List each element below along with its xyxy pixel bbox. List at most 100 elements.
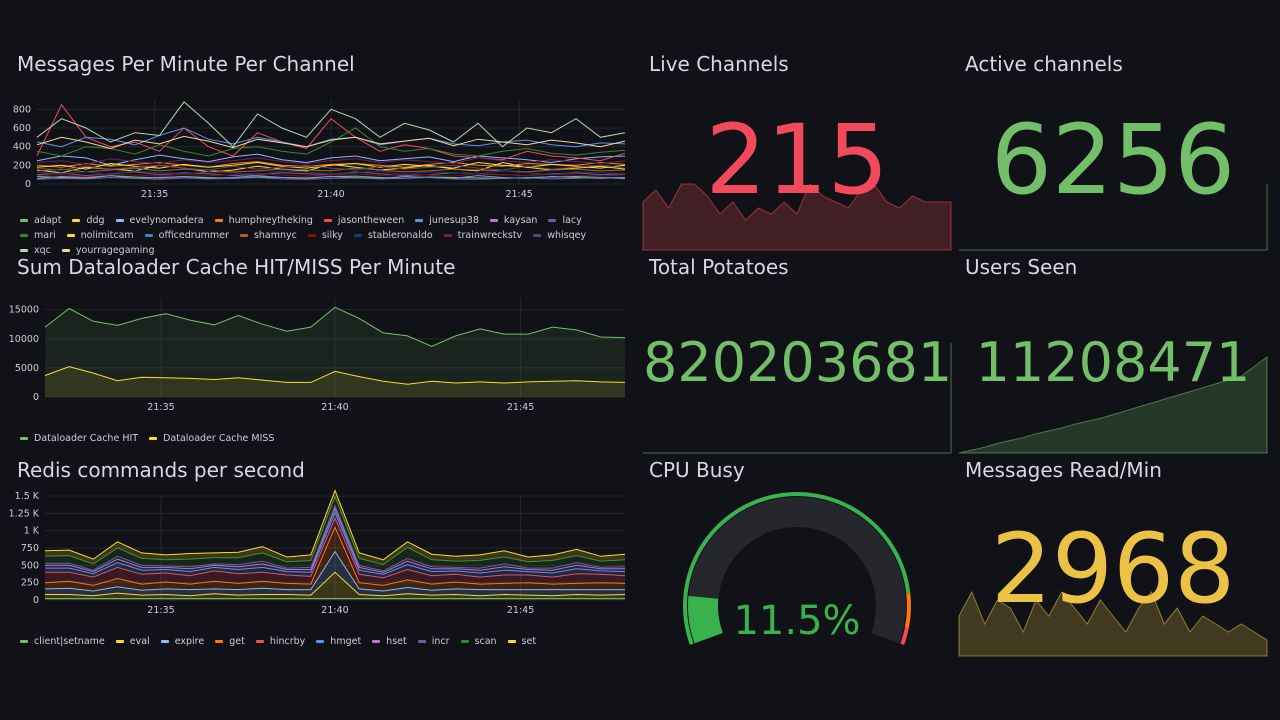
panel-title[interactable]: Live Channels bbox=[649, 52, 789, 76]
legend-item[interactable]: lacy bbox=[548, 215, 582, 226]
legend-item[interactable]: silky bbox=[307, 230, 343, 241]
redis-chart[interactable]: 0 250 500 750 1 K 1.25 K 1.5 K 21:35 21:40 21:45 bbox=[9, 488, 627, 618]
series-line-silky[interactable] bbox=[36, 172, 626, 178]
legend-item[interactable]: mari bbox=[20, 230, 56, 241]
series-line-set[interactable] bbox=[44, 489, 626, 561]
legend-item[interactable]: scan bbox=[460, 636, 497, 647]
messages-per-minute-chart[interactable]: 0 200 400 600 800 21:35 21:40 21:45 bbox=[13, 92, 627, 202]
legend-swatch bbox=[115, 640, 124, 643]
legend-swatch bbox=[160, 640, 169, 643]
series-line-jasontheween[interactable] bbox=[36, 103, 626, 162]
series-line-whisqey[interactable] bbox=[36, 164, 626, 171]
series-line-shamnyc[interactable] bbox=[36, 167, 626, 173]
panel-title[interactable]: Messages Read/Min bbox=[965, 458, 1162, 482]
legend-item[interactable]: shamnyc bbox=[239, 230, 297, 241]
legend-label: expire bbox=[174, 636, 205, 647]
y-tick-label: 1 K bbox=[24, 526, 40, 537]
legend-item[interactable]: hmget bbox=[316, 636, 361, 647]
y-tick-label: 750 bbox=[21, 543, 39, 554]
series-line-expire[interactable] bbox=[44, 550, 625, 592]
series-line-scan[interactable] bbox=[44, 495, 626, 566]
legend-label: lacy bbox=[562, 215, 582, 226]
legend-item[interactable]: client|setname bbox=[20, 636, 105, 647]
series-line-trainwreckstv[interactable] bbox=[36, 157, 626, 165]
legend-label: whisqey bbox=[547, 230, 587, 241]
series-line-incr[interactable] bbox=[45, 504, 626, 572]
panel-title[interactable]: Redis commands per second bbox=[17, 458, 305, 482]
legend-label: mari bbox=[34, 230, 56, 241]
legend-item[interactable]: get bbox=[215, 636, 245, 647]
series-line-mari[interactable] bbox=[36, 127, 626, 157]
redis-panel: Redis commands per second 0 250 500 750 1 K 1… bbox=[9, 458, 627, 653]
series-line-get[interactable] bbox=[44, 525, 626, 586]
legend-label: evelynomadera bbox=[129, 215, 204, 226]
legend-item[interactable]: kaysan bbox=[489, 215, 537, 226]
panel-title[interactable]: Total Potatoes bbox=[649, 255, 789, 279]
legend-item[interactable]: junesup38 bbox=[415, 215, 479, 226]
series-line-eval[interactable] bbox=[45, 571, 626, 597]
legend-item[interactable]: ddg bbox=[72, 215, 105, 226]
series-line-stableronaldo[interactable] bbox=[36, 170, 626, 176]
legend-swatch bbox=[239, 234, 248, 237]
series-line-dataloader-cache-miss[interactable] bbox=[44, 366, 626, 385]
legend-item[interactable]: whisqey bbox=[533, 230, 586, 241]
legend-swatch bbox=[372, 640, 381, 643]
legend-item[interactable]: yourragegaming bbox=[61, 245, 154, 256]
gauge-threshold-red bbox=[900, 627, 909, 645]
legend-item[interactable]: set bbox=[507, 636, 536, 647]
legend-item[interactable]: officedrummer bbox=[144, 230, 229, 241]
dataloader-chart[interactable]: 0 5000 10000 15000 21:35 21:40 21:45 bbox=[9, 290, 627, 415]
legend-item[interactable]: Dataloader Cache HIT bbox=[20, 433, 138, 444]
y-tick-label: 0 bbox=[33, 392, 39, 403]
series-line-yourragegaming[interactable] bbox=[36, 135, 626, 150]
legend-swatch bbox=[353, 234, 362, 237]
sparkline-area bbox=[643, 343, 952, 454]
panel-title[interactable]: Sum Dataloader Cache HIT/MISS Per Minute bbox=[17, 255, 456, 279]
legend-item[interactable]: jasontheween bbox=[323, 215, 404, 226]
legend-item[interactable]: nolimitcam bbox=[66, 230, 134, 241]
legend-item[interactable]: adapt bbox=[20, 215, 61, 226]
legend-item[interactable]: incr bbox=[417, 636, 450, 647]
sparkline-area bbox=[642, 183, 952, 251]
series-line-dataloader-cache-hit[interactable] bbox=[44, 306, 626, 347]
legend-item[interactable]: trainwreckstv bbox=[443, 230, 522, 241]
series-line-hset[interactable] bbox=[45, 507, 625, 573]
legend-label: scan bbox=[474, 636, 497, 647]
series-line-junesup38[interactable] bbox=[36, 127, 626, 148]
legend-item[interactable]: xqc bbox=[20, 245, 51, 256]
legend-item[interactable]: eval bbox=[115, 636, 150, 647]
active-channels-panel: Active channels 6256 bbox=[959, 52, 1268, 251]
legend-item[interactable]: humphreytheking bbox=[214, 215, 313, 226]
gauge-track bbox=[688, 497, 906, 644]
legend-label: hset bbox=[386, 636, 407, 647]
cpu-busy-panel: CPU Busy 11.5% bbox=[643, 458, 951, 658]
series-line-hmget[interactable] bbox=[45, 511, 626, 575]
series-area bbox=[45, 307, 625, 397]
legend-swatch bbox=[20, 219, 28, 222]
series-line-officedrummer[interactable] bbox=[36, 176, 626, 180]
panel-title[interactable]: Active channels bbox=[965, 52, 1123, 76]
series-line-humphreytheking[interactable] bbox=[36, 161, 626, 168]
legend-swatch bbox=[323, 219, 332, 222]
panel-title[interactable]: Messages Per Minute Per Channel bbox=[17, 52, 355, 76]
legend-swatch bbox=[214, 219, 223, 222]
redis-legend: client|setname eval expire get hincrby hmget h… bbox=[20, 636, 620, 647]
series-line-hincrby[interactable] bbox=[45, 516, 626, 579]
y-tick-label: 1.5 K bbox=[15, 491, 40, 502]
series-area bbox=[45, 518, 625, 586]
total-potatoes-panel: Total Potatoes 820203681 bbox=[643, 255, 952, 454]
legend-label: client|setname bbox=[34, 636, 105, 647]
series-line-evelynomadera[interactable] bbox=[36, 153, 626, 166]
series-line-xqc[interactable] bbox=[36, 101, 626, 148]
legend-item[interactable]: stableronaldo bbox=[353, 230, 433, 241]
legend-swatch bbox=[215, 640, 224, 643]
legend-item[interactable]: hincrby bbox=[255, 636, 305, 647]
legend-item[interactable]: Dataloader Cache MISS bbox=[149, 433, 274, 444]
legend-item[interactable]: hset bbox=[372, 636, 407, 647]
series-line-nolimitcam[interactable] bbox=[36, 161, 626, 170]
legend-item[interactable]: evelynomadera bbox=[115, 215, 204, 226]
legend-item[interactable]: expire bbox=[160, 636, 205, 647]
x-tick-label: 21:40 bbox=[317, 189, 344, 200]
panel-title[interactable]: CPU Busy bbox=[649, 458, 745, 482]
panel-title[interactable]: Users Seen bbox=[965, 255, 1078, 279]
